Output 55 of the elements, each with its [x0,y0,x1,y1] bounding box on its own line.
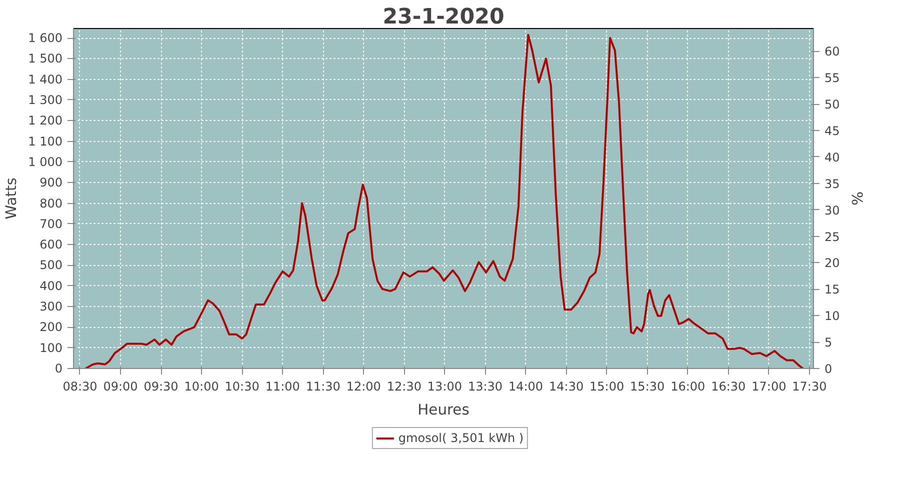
x-tick-label: 10:30 [224,380,260,394]
y-tick-label: 100 [40,340,62,355]
y2-tick-label: 10 [824,309,840,324]
legend-label: gmosol( 3,501 kWh ) [398,431,524,445]
y-tick-label: 700 [40,216,62,231]
y-tick-label: 0 [54,362,63,376]
x-tick-label: 14:30 [549,380,584,394]
x-tick-label: 13:00 [427,380,462,394]
x-tick-label: 16:30 [711,380,746,394]
y2-tick-label: 30 [824,203,840,218]
y-axis-title: Watts [3,178,20,220]
y-tick-label: 600 [40,238,62,252]
y2-tick-label: 5 [824,336,832,350]
y-tick-label: 1 100 [28,134,63,148]
y2-tick-label: 55 [824,71,840,86]
y2-tick-label: 20 [824,256,840,270]
y2-tick-label: 35 [824,176,840,191]
x-tick-label: 11:00 [265,380,300,394]
x-tick-label: 09:00 [103,380,138,394]
x-tick-label: 14:00 [508,380,544,394]
x-tick-label: 17:00 [752,380,786,394]
y-tick-label: 1 200 [28,114,63,128]
y-tick-label: 1 400 [28,72,63,86]
y2-tick-label: 25 [824,230,840,244]
y-tick-label: 1 500 [28,52,63,66]
x-tick-label: 16:00 [670,380,706,394]
y-tick-label: 1 300 [28,92,63,107]
y2-tick-label: 40 [824,150,840,164]
y-tick-label: 500 [40,258,62,272]
y-tick-label: 1 000 [28,154,63,169]
x-axis-title: Heures [418,402,470,418]
line-series [84,34,804,368]
x-tick-label: 10:00 [184,380,219,394]
y2-tick-label: 50 [824,98,840,112]
y2-axis-title: % [848,192,865,206]
y-tick-label: 300 [40,300,62,314]
chart-title: 23-1-2020 [382,4,504,30]
x-tick-label: 09:30 [144,380,178,394]
y-tick-label: 400 [40,278,62,293]
y-tick-label: 900 [40,176,62,190]
y2-tick-label: 45 [824,124,840,138]
x-tick-label: 08:30 [62,380,98,394]
x-tick-label: 15:30 [630,380,665,394]
x-tick-label: 17:30 [792,380,827,394]
y-tick-label: 1 600 [28,31,63,45]
y-tick-label: 200 [40,320,62,334]
y2-tick-label: 60 [824,44,840,59]
x-tick-label: 12:00 [346,380,381,394]
y-tick-label: 800 [40,196,62,210]
x-tick-label: 13:30 [468,380,503,394]
x-tick-label: 15:00 [590,380,624,394]
x-tick-label: 12:30 [386,380,422,394]
y2-tick-label: 15 [824,282,840,297]
y2-tick-label: 0 [824,362,832,376]
x-tick-label: 11:30 [306,380,340,394]
